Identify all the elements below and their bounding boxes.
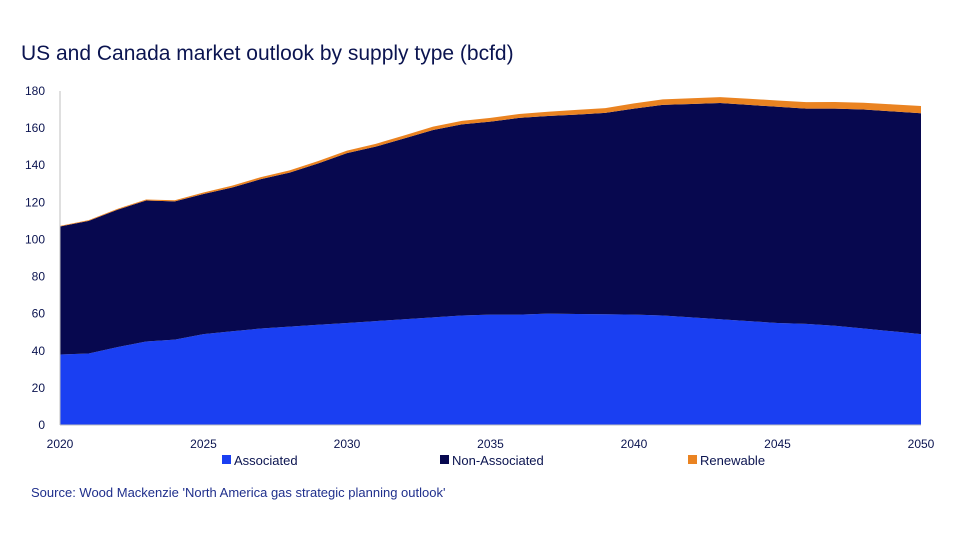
x-tick-label: 2020 — [47, 437, 74, 451]
legend-label-associated: Associated — [234, 453, 298, 468]
x-tick-label: 2050 — [908, 437, 935, 451]
y-tick-label: 140 — [25, 158, 45, 172]
y-tick-label: 80 — [32, 270, 46, 284]
x-tick-label: 2030 — [334, 437, 361, 451]
x-tick-label: 2035 — [477, 437, 504, 451]
y-tick-label: 0 — [38, 418, 45, 432]
y-tick-label: 100 — [25, 232, 45, 246]
area-non-associated — [60, 103, 921, 355]
legend-swatch-renewable — [688, 455, 697, 464]
area-associated — [60, 313, 921, 425]
x-tick-label: 2045 — [764, 437, 791, 451]
chart-title: US and Canada market outlook by supply t… — [21, 42, 514, 65]
x-tick-label: 2040 — [621, 437, 648, 451]
y-tick-label: 40 — [32, 344, 46, 358]
source-note: Source: Wood Mackenzie 'North America ga… — [31, 485, 446, 500]
legend-label-non-associated: Non-Associated — [452, 453, 544, 468]
legend-label-renewable: Renewable — [700, 453, 765, 468]
x-tick-label: 2025 — [190, 437, 217, 451]
y-tick-label: 160 — [25, 121, 45, 135]
y-tick-label: 180 — [25, 84, 45, 98]
y-tick-label: 60 — [32, 307, 46, 321]
legend-swatch-associated — [222, 455, 231, 464]
legend-swatch-non-associated — [440, 455, 449, 464]
y-tick-label: 20 — [32, 381, 46, 395]
y-tick-label: 120 — [25, 195, 45, 209]
